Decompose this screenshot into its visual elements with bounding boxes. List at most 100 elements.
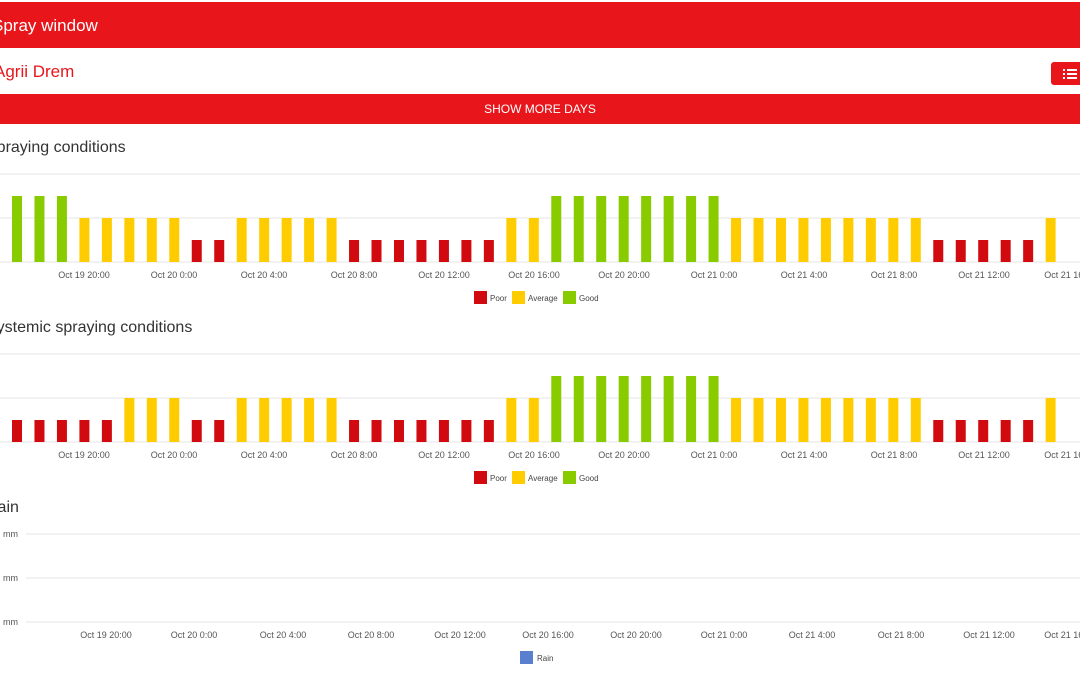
bar bbox=[955, 240, 966, 262]
rain-title: Rain bbox=[0, 499, 19, 516]
legend-swatch bbox=[474, 291, 487, 304]
bar bbox=[101, 218, 112, 262]
bar bbox=[888, 218, 899, 262]
bar bbox=[708, 196, 719, 262]
bar bbox=[955, 420, 966, 442]
legend-label: Good bbox=[579, 294, 599, 303]
bar bbox=[663, 376, 674, 442]
bar bbox=[596, 376, 607, 442]
bar bbox=[978, 240, 989, 262]
location-name[interactable]: Agrii Drem bbox=[0, 62, 75, 81]
legend-label: Poor bbox=[490, 294, 507, 303]
legend-label: Good bbox=[579, 474, 599, 483]
bar bbox=[169, 218, 180, 262]
bar bbox=[438, 240, 449, 262]
bar bbox=[483, 420, 494, 442]
bar bbox=[191, 420, 202, 442]
bar bbox=[573, 196, 584, 262]
bar bbox=[753, 218, 764, 262]
bar bbox=[731, 398, 742, 442]
x-tick-label: Oct 20 4:00 bbox=[241, 450, 288, 460]
x-tick-label: Oct 19 20:00 bbox=[58, 270, 110, 280]
x-tick-label: Oct 20 12:00 bbox=[418, 450, 470, 460]
x-tick-label: Oct 21 16:00 bbox=[1044, 630, 1080, 640]
x-tick-label: Oct 20 12:00 bbox=[418, 270, 470, 280]
bar bbox=[461, 240, 472, 262]
bar bbox=[1000, 420, 1011, 442]
bar bbox=[393, 420, 404, 442]
bar bbox=[910, 398, 921, 442]
bar bbox=[798, 398, 809, 442]
bar bbox=[281, 218, 292, 262]
bar bbox=[1023, 240, 1034, 262]
x-tick-label: Oct 21 12:00 bbox=[958, 270, 1010, 280]
bar bbox=[191, 240, 202, 262]
legend-swatch bbox=[512, 471, 525, 484]
x-tick-label: Oct 20 4:00 bbox=[241, 270, 288, 280]
bar bbox=[843, 218, 854, 262]
systemic-spraying-conditions-chart: Oct 19 20:00 Oct 20 0:00 Oct 20 4:00 Oct 20… bbox=[0, 353, 1080, 484]
bar bbox=[641, 376, 652, 442]
x-tick-label: Oct 20 20:00 bbox=[610, 630, 662, 640]
bar bbox=[124, 398, 135, 442]
show-more-days-button[interactable]: SHOW MORE DAYS bbox=[0, 94, 1080, 124]
bar bbox=[416, 240, 427, 262]
x-tick-label: Oct 20 16:00 bbox=[508, 450, 560, 460]
bar bbox=[978, 420, 989, 442]
bar bbox=[820, 398, 831, 442]
bar bbox=[281, 398, 292, 442]
bar bbox=[236, 398, 247, 442]
bar bbox=[101, 420, 112, 442]
bar bbox=[573, 376, 584, 442]
legend-label: Poor bbox=[490, 474, 507, 483]
y-tick-label: mm bbox=[3, 617, 18, 627]
bar bbox=[865, 398, 876, 442]
x-tick-label: Oct 20 0:00 bbox=[171, 630, 218, 640]
bar bbox=[416, 420, 427, 442]
bar bbox=[371, 420, 382, 442]
y-tick-label: mm bbox=[3, 529, 18, 539]
bar bbox=[798, 218, 809, 262]
location-bar: Agrii Drem bbox=[0, 48, 1080, 94]
bar bbox=[843, 398, 854, 442]
bar bbox=[12, 196, 22, 262]
legend-label: Average bbox=[528, 294, 558, 303]
bar bbox=[56, 420, 67, 442]
x-tick-label: Oct 21 0:00 bbox=[691, 450, 738, 460]
bar bbox=[259, 398, 270, 442]
bar bbox=[596, 196, 607, 262]
bar bbox=[169, 398, 180, 442]
bar bbox=[371, 240, 382, 262]
bar bbox=[708, 376, 719, 442]
bar bbox=[506, 398, 517, 442]
x-tick-label: Oct 21 4:00 bbox=[789, 630, 836, 640]
list-icon bbox=[1063, 69, 1077, 79]
app-header: Spray window bbox=[0, 2, 1080, 48]
list-menu-button[interactable] bbox=[1051, 62, 1080, 85]
legend-label: Rain bbox=[537, 654, 553, 663]
x-tick-label: Oct 20 20:00 bbox=[598, 270, 650, 280]
bar bbox=[483, 240, 494, 262]
bar bbox=[888, 398, 899, 442]
bar bbox=[551, 376, 562, 442]
bar bbox=[641, 196, 652, 262]
bar bbox=[865, 218, 876, 262]
x-tick-label: Oct 21 12:00 bbox=[963, 630, 1015, 640]
spraying-conditions-chart: Oct 19 20:00 Oct 20 0:00 Oct 20 4:00 Oct 20… bbox=[0, 173, 1080, 304]
bar bbox=[236, 218, 247, 262]
bar bbox=[1045, 398, 1056, 442]
bar bbox=[34, 420, 45, 442]
x-tick-label: Oct 20 8:00 bbox=[348, 630, 395, 640]
bar bbox=[438, 420, 449, 442]
bar bbox=[753, 398, 764, 442]
x-tick-label: Oct 19 20:00 bbox=[80, 630, 132, 640]
bar bbox=[349, 420, 360, 442]
bar bbox=[820, 218, 831, 262]
x-tick-label: Oct 21 8:00 bbox=[871, 450, 918, 460]
bar bbox=[618, 376, 629, 442]
bar bbox=[731, 218, 742, 262]
x-tick-label: Oct 20 8:00 bbox=[331, 450, 378, 460]
x-tick-label: Oct 21 4:00 bbox=[781, 270, 828, 280]
legend-swatch bbox=[563, 471, 576, 484]
